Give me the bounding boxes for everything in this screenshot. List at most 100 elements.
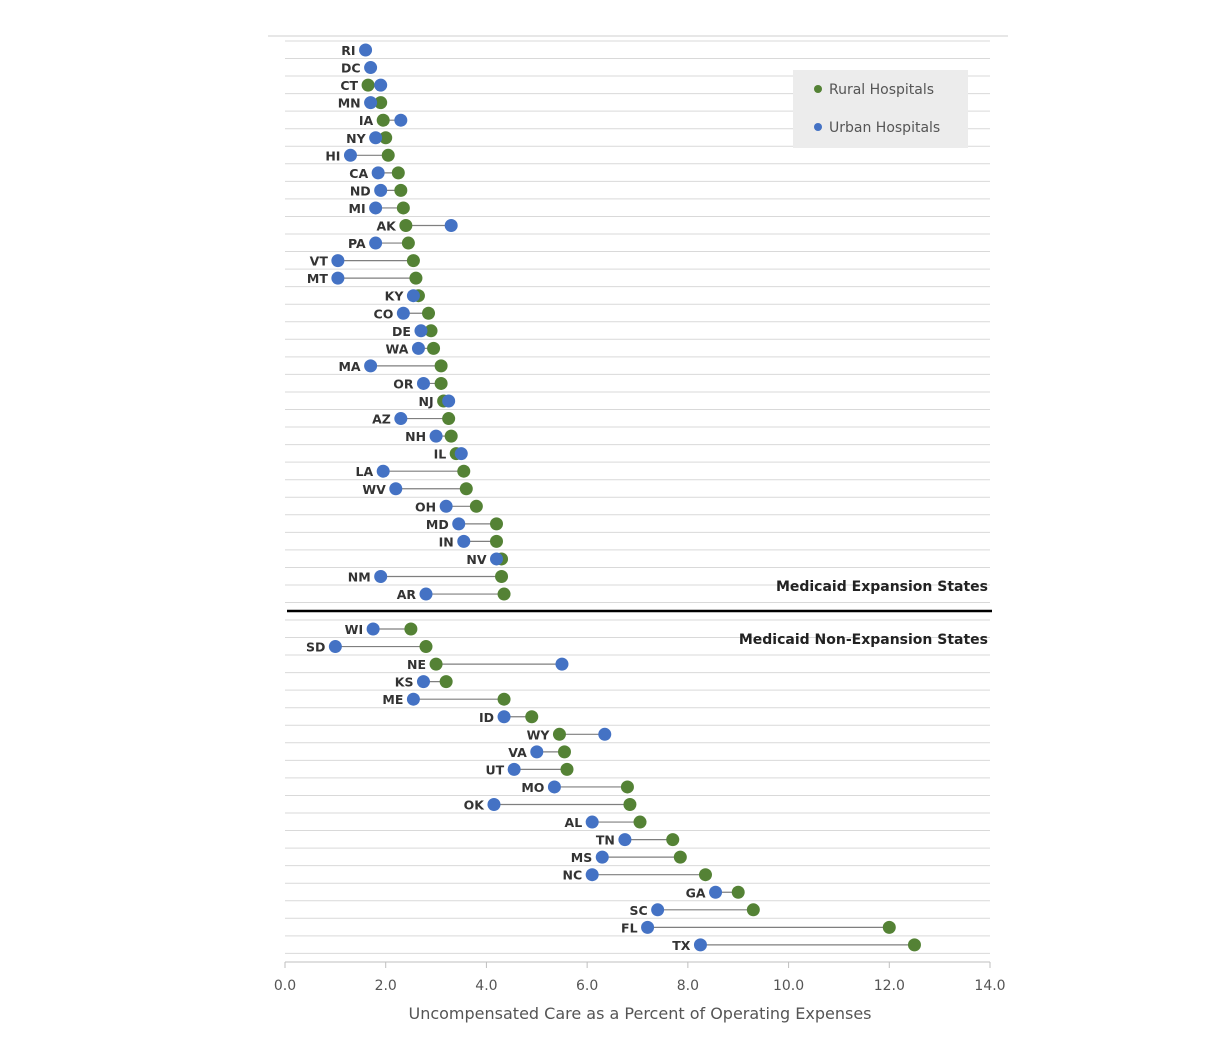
state-label-ca: CA (349, 166, 368, 181)
state-label-ri: RI (341, 43, 355, 58)
state-label-wa: WA (386, 341, 409, 356)
rural-point-ar (497, 587, 511, 601)
urban-point-ca (371, 166, 385, 180)
urban-point-co (396, 306, 410, 320)
rural-point-al (633, 815, 647, 829)
rural-point-nd (394, 183, 408, 197)
state-label-ga: GA (686, 885, 706, 900)
x-tick-label: 4.0 (475, 978, 497, 994)
rural-point-id (525, 710, 539, 724)
legend-rural-marker (814, 85, 822, 93)
urban-point-oh (439, 499, 453, 513)
state-label-ut: UT (485, 762, 504, 777)
rural-point-ut (560, 762, 574, 776)
state-label-co: CO (374, 306, 394, 321)
urban-point-fl (641, 920, 655, 934)
urban-point-sd (328, 640, 342, 654)
state-label-sd: SD (306, 640, 325, 655)
urban-point-ky (406, 289, 420, 303)
x-tick-label: 2.0 (375, 978, 397, 994)
state-label-ma: MA (338, 359, 360, 374)
state-label-md: MD (426, 517, 449, 532)
rural-point-nc (698, 868, 712, 882)
urban-point-ia (394, 113, 408, 127)
urban-point-ma (364, 359, 378, 373)
rural-point-wi (404, 622, 418, 636)
x-tick-label: 6.0 (576, 978, 598, 994)
state-label-pa: PA (348, 236, 366, 251)
state-label-oh: OH (415, 499, 436, 514)
legend: Rural Hospitals Urban Hospitals (793, 70, 968, 148)
urban-point-ct (374, 78, 388, 92)
state-label-tx: TX (672, 938, 691, 953)
legend-urban-marker (814, 123, 822, 131)
rural-series (361, 78, 921, 952)
rural-point-mi (396, 201, 410, 215)
rural-point-hi (381, 148, 395, 162)
rural-point-ok (623, 798, 637, 811)
urban-point-id (497, 710, 511, 724)
urban-point-la (376, 464, 390, 478)
rural-point-ks (439, 675, 453, 689)
urban-point-or (416, 376, 430, 390)
urban-point-ks (416, 675, 430, 689)
rural-point-pa (401, 236, 415, 250)
urban-point-mo (547, 780, 561, 794)
x-tick-label: 0.0 (274, 978, 296, 994)
state-label-de: DE (392, 324, 411, 339)
legend-background (793, 70, 968, 148)
state-label-mn: MN (338, 96, 361, 111)
rural-point-me (497, 692, 511, 706)
rural-point-or (434, 376, 448, 390)
urban-point-al (585, 815, 599, 829)
urban-series (328, 43, 723, 952)
state-label-ak: AK (376, 219, 397, 234)
state-label-nm: NM (348, 570, 371, 585)
non-expansion-section-label: Medicaid Non-Expansion States (739, 632, 988, 648)
urban-point-sc (651, 903, 665, 917)
rural-point-nh (444, 429, 458, 443)
state-label-az: AZ (372, 412, 391, 427)
state-label-nd: ND (350, 183, 371, 198)
rural-point-co (422, 306, 436, 320)
state-label-mi: MI (349, 201, 366, 216)
rural-point-fl (882, 920, 896, 934)
x-tick-label: 12.0 (874, 978, 905, 994)
urban-point-nh (429, 429, 443, 443)
rural-point-vt (406, 254, 420, 268)
urban-point-nj (442, 394, 456, 408)
state-label-wi: WI (345, 622, 363, 637)
state-label-fl: FL (621, 920, 638, 935)
state-label-or: OR (393, 376, 414, 391)
urban-point-pa (369, 236, 383, 250)
state-label-sc: SC (629, 903, 647, 918)
expansion-section-label: Medicaid Expansion States (776, 579, 988, 595)
state-label-nj: NJ (419, 394, 434, 409)
urban-point-wa (411, 341, 425, 355)
state-label-tn: TN (596, 833, 615, 848)
urban-point-hi (343, 148, 357, 162)
urban-point-wi (366, 622, 380, 636)
urban-point-wy (598, 727, 612, 741)
rural-point-de (424, 324, 438, 338)
state-label-mo: MO (521, 780, 544, 795)
urban-point-mi (369, 201, 383, 215)
urban-point-in (457, 534, 471, 548)
rural-point-md (490, 517, 503, 531)
state-label-mt: MT (307, 271, 328, 286)
rural-point-ms (673, 850, 687, 864)
state-label-in: IN (439, 534, 454, 549)
rural-point-ma (434, 359, 448, 373)
rural-point-ne (429, 657, 443, 671)
urban-point-ar (419, 587, 433, 601)
urban-point-mn (364, 96, 378, 110)
urban-point-ok (487, 798, 501, 811)
state-label-ms: MS (571, 850, 592, 865)
rural-point-wa (427, 341, 441, 355)
rural-point-wy (552, 727, 566, 741)
rural-point-ca (391, 166, 405, 180)
gridlines (285, 40, 990, 954)
x-axis-title: Uncompensated Care as a Percent of Opera… (408, 1004, 871, 1023)
rural-point-tx (907, 938, 921, 952)
urban-point-ga (709, 885, 723, 899)
